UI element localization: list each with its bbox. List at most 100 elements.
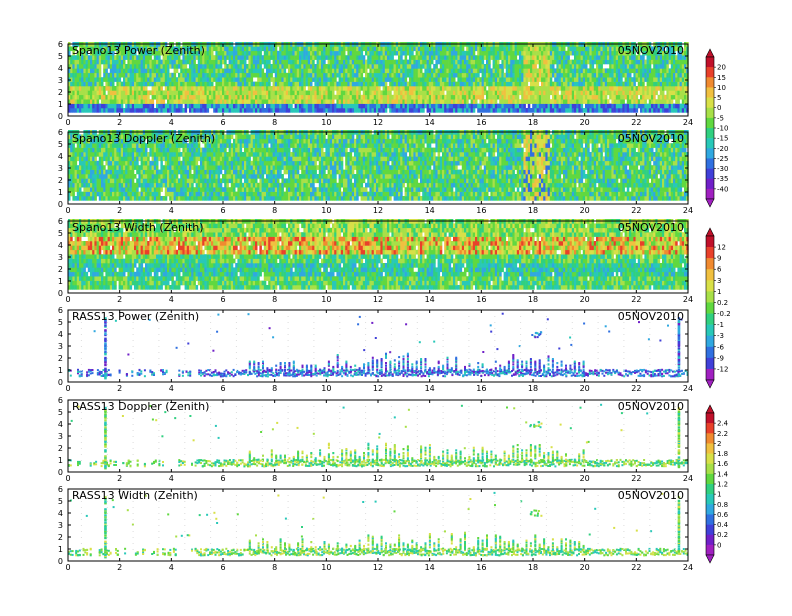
colorbar-swatch bbox=[706, 545, 714, 555]
x-tick-label: 2 bbox=[117, 384, 122, 393]
y-tick-label: 4 bbox=[58, 64, 63, 73]
colorbar-swatch bbox=[706, 87, 714, 97]
panel-date: 05NOV2010 bbox=[618, 400, 684, 413]
colorbar-label: -25 bbox=[717, 155, 728, 163]
y-tick-label: 1 bbox=[58, 366, 63, 375]
colorbar-swatch bbox=[706, 258, 714, 269]
colorbar-arrow-bottom bbox=[706, 380, 714, 388]
y-tick-label: 2 bbox=[58, 444, 63, 453]
y-tick-label: 5 bbox=[58, 497, 63, 506]
x-tick-label: 14 bbox=[425, 563, 435, 572]
colorbar-swatch bbox=[706, 236, 714, 247]
x-tick-label: 10 bbox=[321, 474, 331, 483]
x-tick-label: 8 bbox=[272, 118, 277, 127]
x-tick-label: 8 bbox=[272, 384, 277, 393]
colorbar-label: 15 bbox=[717, 74, 726, 82]
x-tick-label: 16 bbox=[476, 118, 486, 127]
colorbar-label: 1 bbox=[717, 491, 721, 499]
x-tick-label: 4 bbox=[169, 563, 174, 572]
colorbar-swatch bbox=[706, 291, 714, 302]
y-tick-label: 0 bbox=[58, 557, 63, 566]
panel-date: 05NOV2010 bbox=[618, 310, 684, 323]
colorbar-label: 20 bbox=[717, 64, 726, 72]
x-tick-label: 2 bbox=[117, 295, 122, 304]
y-tick-label: 6 bbox=[58, 128, 63, 137]
y-tick-label: 5 bbox=[58, 408, 63, 417]
x-tick-label: 6 bbox=[220, 384, 225, 393]
x-tick-label: 12 bbox=[373, 118, 383, 127]
panel-title: Spano13 Width (Zenith) bbox=[72, 221, 204, 234]
colorbar-label: -5 bbox=[717, 114, 724, 122]
x-tick-label: 22 bbox=[631, 474, 641, 483]
colorbar-swatch bbox=[706, 525, 714, 535]
y-tick-label: 1 bbox=[58, 100, 63, 109]
y-tick-label: 0 bbox=[58, 289, 63, 298]
colorbar-label: -10 bbox=[717, 125, 728, 133]
panel-date: 05NOV2010 bbox=[618, 489, 684, 502]
colorbar-swatch bbox=[706, 504, 714, 514]
y-tick-label: 1 bbox=[58, 188, 63, 197]
y-tick-label: 4 bbox=[58, 241, 63, 250]
colorbar-rass: 2.42.221.81.61.41.210.80.60.40.20 bbox=[706, 405, 729, 563]
x-tick-label: 6 bbox=[220, 563, 225, 572]
x-tick-label: 18 bbox=[528, 474, 538, 483]
colorbar-label: -0.2 bbox=[717, 310, 731, 318]
colorbar-label: 2.2 bbox=[717, 430, 728, 438]
colorbar-label: 6 bbox=[717, 266, 722, 274]
y-tick-label: 0 bbox=[58, 468, 63, 477]
colorbar-swatch bbox=[706, 269, 714, 280]
colorbar-swatch bbox=[706, 464, 714, 474]
x-tick-label: 12 bbox=[373, 474, 383, 483]
x-tick-label: 24 bbox=[683, 206, 693, 215]
colorbar-swatch bbox=[706, 347, 714, 358]
colorbar-arrow-bottom bbox=[706, 199, 714, 207]
y-tick-label: 3 bbox=[58, 342, 63, 351]
x-tick-label: 10 bbox=[321, 118, 331, 127]
x-tick-label: 0 bbox=[65, 118, 70, 127]
x-tick-label: 8 bbox=[272, 295, 277, 304]
y-tick-label: 0 bbox=[58, 112, 63, 121]
colorbar-swatch bbox=[706, 423, 714, 433]
x-tick-label: 22 bbox=[631, 384, 641, 393]
panel-title: RASS13 Power (Zenith) bbox=[72, 310, 199, 323]
x-tick-label: 4 bbox=[169, 118, 174, 127]
colorbar-label: 0.8 bbox=[717, 501, 728, 509]
y-tick-label: 0 bbox=[58, 378, 63, 387]
x-tick-label: 22 bbox=[631, 206, 641, 215]
colorbar-swatch bbox=[706, 98, 714, 108]
x-tick-label: 2 bbox=[117, 474, 122, 483]
x-tick-label: 8 bbox=[272, 563, 277, 572]
y-tick-label: 2 bbox=[58, 265, 63, 274]
x-tick-label: 12 bbox=[373, 384, 383, 393]
x-tick-label: 18 bbox=[528, 206, 538, 215]
y-tick-label: 2 bbox=[58, 354, 63, 363]
colorbar-label: 0 bbox=[717, 104, 721, 112]
x-tick-label: 24 bbox=[683, 295, 693, 304]
colorbar-arrow-top bbox=[706, 228, 714, 236]
colorbar-swatch bbox=[706, 369, 714, 380]
y-tick-label: 4 bbox=[58, 330, 63, 339]
x-tick-label: 8 bbox=[272, 206, 277, 215]
colorbar-label: 0.6 bbox=[717, 511, 729, 519]
colorbar-swatch bbox=[706, 454, 714, 464]
colorbar-swatch bbox=[706, 484, 714, 494]
colorbar-swatch bbox=[706, 148, 714, 158]
colorbar-label: 3 bbox=[717, 277, 721, 285]
y-tick-label: 3 bbox=[58, 521, 63, 530]
panel-title: Spano13 Doppler (Zenith) bbox=[72, 132, 215, 145]
colorbar-label: 0 bbox=[717, 541, 721, 549]
x-tick-label: 4 bbox=[169, 295, 174, 304]
x-tick-label: 10 bbox=[321, 295, 331, 304]
colorbar-label: 10 bbox=[717, 84, 726, 92]
x-tick-label: 16 bbox=[476, 474, 486, 483]
x-tick-label: 2 bbox=[117, 118, 122, 127]
x-tick-label: 6 bbox=[220, 118, 225, 127]
colorbar-arrow-top bbox=[706, 49, 714, 57]
colorbar-label: -40 bbox=[717, 185, 728, 193]
